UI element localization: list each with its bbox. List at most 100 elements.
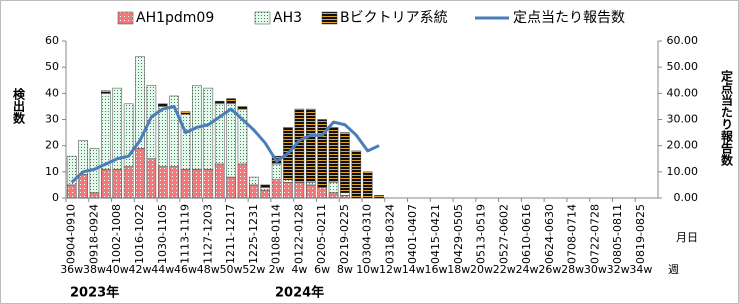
y2-tick-label: 30.00 xyxy=(667,113,699,126)
week-label: 32w xyxy=(607,263,630,276)
bar-segment xyxy=(249,176,259,186)
bar-segment xyxy=(66,184,77,199)
x-tick-label: 0122-0128 xyxy=(292,204,305,264)
week-label: 28w xyxy=(561,263,584,276)
bar-segment xyxy=(214,100,225,105)
week-label: 20w xyxy=(470,263,493,276)
x-tick-label: 0429-0505 xyxy=(452,204,465,264)
bar-segment xyxy=(271,163,282,180)
week-label: 48w xyxy=(197,263,220,276)
bar-segment xyxy=(135,56,145,149)
x-tick-label: 0401-0407 xyxy=(406,204,419,264)
bar-segment xyxy=(180,111,191,115)
bar-segment xyxy=(260,184,271,188)
bar-segment xyxy=(101,168,111,199)
week-label: 40w xyxy=(106,263,129,276)
x-tick-label: 1127-1203 xyxy=(201,204,214,264)
x-tick-label: 0722-0728 xyxy=(588,204,601,264)
week-label: 22w xyxy=(493,263,516,276)
week-label: 16w xyxy=(425,263,448,276)
y-tick-label: 20 xyxy=(45,139,59,152)
bar-segment xyxy=(283,182,293,199)
legend-label: Bビクトリア系統 xyxy=(340,10,448,26)
bar-segment xyxy=(294,182,305,199)
legend-label: AH1pdm09 xyxy=(136,10,214,26)
x-tick-label: 0805-0811 xyxy=(611,204,624,264)
week-label: 42w xyxy=(129,263,152,276)
x-tick-label: 0610-0616 xyxy=(520,204,533,264)
bar-segment xyxy=(317,119,327,188)
bar-segment xyxy=(226,176,236,199)
year-label: 2024年 xyxy=(275,285,324,301)
bar-segment xyxy=(328,127,339,183)
bar-segment xyxy=(123,166,134,199)
bar-segment xyxy=(283,179,293,183)
bar-segment xyxy=(340,132,350,194)
y-tick-label: 50 xyxy=(45,60,59,73)
year-label: 2023年 xyxy=(70,285,119,301)
week-label: 44w xyxy=(151,263,174,276)
bar-segment xyxy=(214,103,225,165)
y2-tick-label: 50.00 xyxy=(667,60,699,73)
x-tick-label: 0108-0114 xyxy=(270,204,283,264)
x-tick-label: 0708-0714 xyxy=(566,204,579,264)
bar-segment xyxy=(66,155,77,186)
y2-tick-label: 0.00 xyxy=(674,191,699,204)
y2-tick-label: 20.00 xyxy=(667,139,699,152)
bar-segment xyxy=(328,182,339,194)
bar-segment xyxy=(237,106,248,110)
week-label: 52w xyxy=(242,263,265,276)
bar-segment xyxy=(180,168,191,199)
week-label: 10w xyxy=(356,263,379,276)
bar-segment xyxy=(340,195,350,199)
bar-segment xyxy=(214,163,225,199)
bar-segment xyxy=(146,85,157,159)
x-tick-label: 1016-1022 xyxy=(133,204,146,264)
bar-segment xyxy=(169,166,179,199)
bar-segment xyxy=(123,103,134,167)
week-label: 12w xyxy=(379,263,402,276)
week-label: 36w xyxy=(60,263,83,276)
bar-segment xyxy=(112,168,123,199)
week-label: 6w xyxy=(314,263,330,276)
x-tick-label: 0304-0310 xyxy=(361,204,374,264)
bar-segment xyxy=(135,148,145,199)
y-axis-label: 検出数 xyxy=(12,87,26,125)
bar-segment xyxy=(305,108,316,183)
x-tick-label: 0624-0630 xyxy=(543,204,556,264)
x-tick-label: 0513-0519 xyxy=(475,204,488,264)
x-tick-label: 0527-0602 xyxy=(497,204,510,264)
week-label: 26w xyxy=(538,263,561,276)
week-label: 24w xyxy=(516,263,539,276)
bar-segment xyxy=(260,187,271,191)
week-label: 8w xyxy=(337,263,353,276)
week-label: 4w xyxy=(291,263,307,276)
bar-segment xyxy=(203,87,214,170)
x-tick-label: 1113-1119 xyxy=(179,204,192,264)
legend-label: AH3 xyxy=(273,10,302,26)
bar-segment xyxy=(226,103,236,178)
y-tick-label: 10 xyxy=(45,165,59,178)
bar-segment xyxy=(362,171,373,199)
week-label: 14w xyxy=(402,263,425,276)
bar-segment xyxy=(340,192,350,196)
bar-segment xyxy=(351,150,362,199)
bar-segment xyxy=(101,90,111,94)
x-tick-label: 0415-0421 xyxy=(429,204,442,264)
legend-swatch xyxy=(321,11,338,25)
x-tick-label: 0318-0324 xyxy=(383,204,396,264)
y-tick-label: 60 xyxy=(45,34,59,47)
bar-segment xyxy=(305,182,316,186)
bar-segment xyxy=(317,187,327,199)
bar-segment xyxy=(374,195,384,199)
bar-segment xyxy=(169,95,179,167)
bar-segment xyxy=(89,192,100,199)
bar-segment xyxy=(305,184,316,199)
y-tick-label: 40 xyxy=(45,86,59,99)
bar-segment xyxy=(157,166,168,199)
week-label: 50w xyxy=(220,263,243,276)
bar-segment xyxy=(101,93,111,170)
week-axis-label: 週 xyxy=(668,263,679,276)
x-tick-label: 1002-1008 xyxy=(110,204,123,264)
